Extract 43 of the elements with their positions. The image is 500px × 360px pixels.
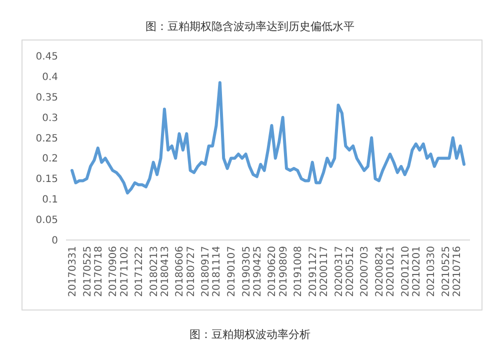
x-tick-label: 20170718 xyxy=(93,246,104,297)
y-tick-label: 0.25 xyxy=(36,133,58,144)
y-tick-label: 0.4 xyxy=(42,72,58,83)
x-tick-label: 20180606 xyxy=(174,246,186,297)
x-tick-label: 20200703 xyxy=(360,246,371,297)
x-tick-label: 20190620 xyxy=(267,246,278,297)
x-tick-label: 20201210 xyxy=(400,246,412,297)
x-tick-label: 20210201 xyxy=(411,246,422,297)
x-tick-label: 20171102 xyxy=(119,246,130,297)
x-tick-label: 20191008 xyxy=(293,246,304,297)
x-tick-label: 20210525 xyxy=(441,246,452,297)
y-tick-label: 0 xyxy=(52,236,58,246)
y-tick-label: 0.2 xyxy=(42,154,58,165)
x-tick-label: 20210716 xyxy=(452,246,464,297)
x-tick-label: 20180917 xyxy=(200,246,212,297)
x-tick-label: 20200317 xyxy=(334,246,345,297)
x-tick-label: 20171222 xyxy=(134,246,146,297)
x-tick-label: 20210330 xyxy=(426,246,438,297)
chart-title: 图：豆粕期权隐含波动率达到历史偏低水平 xyxy=(146,20,354,33)
x-tick-label: 20190809 xyxy=(278,246,290,297)
x-tick-label: 20180727 xyxy=(186,246,197,297)
x-tick-label: 20180413 xyxy=(160,246,171,297)
x-tick-label: 20201021 xyxy=(386,246,397,297)
x-tick-label: 20180213 xyxy=(148,246,160,297)
y-tick-label: 0.15 xyxy=(36,174,58,186)
y-tick-label: 0.3 xyxy=(42,112,58,124)
x-tick-label: 20190305 xyxy=(241,246,252,297)
x-tick-label: 20200824 xyxy=(374,246,386,297)
x-tick-label: 20190107 xyxy=(226,246,238,297)
line-series xyxy=(70,81,466,194)
y-tick-label: 0.05 xyxy=(36,215,58,226)
x-tick-label: 20191127 xyxy=(308,246,319,297)
y-tick-label: 0.35 xyxy=(36,92,58,104)
x-tick-label: 20170525 xyxy=(82,246,94,297)
text: 图：豆粕期权波动率分析 xyxy=(190,328,310,341)
x-tick-label: 20170906 xyxy=(108,246,120,297)
x-tick-label: 20170331 xyxy=(68,246,78,297)
y-tick-label: 0.45 xyxy=(36,52,58,62)
x-tick-label: 20200512 xyxy=(344,246,356,297)
x-tick-label: 20200117 xyxy=(318,246,330,297)
x-tick-label: 20190425 xyxy=(252,246,264,297)
y-tick-label: 0.1 xyxy=(42,194,58,206)
x-tick-label: 20181114 xyxy=(212,246,223,297)
